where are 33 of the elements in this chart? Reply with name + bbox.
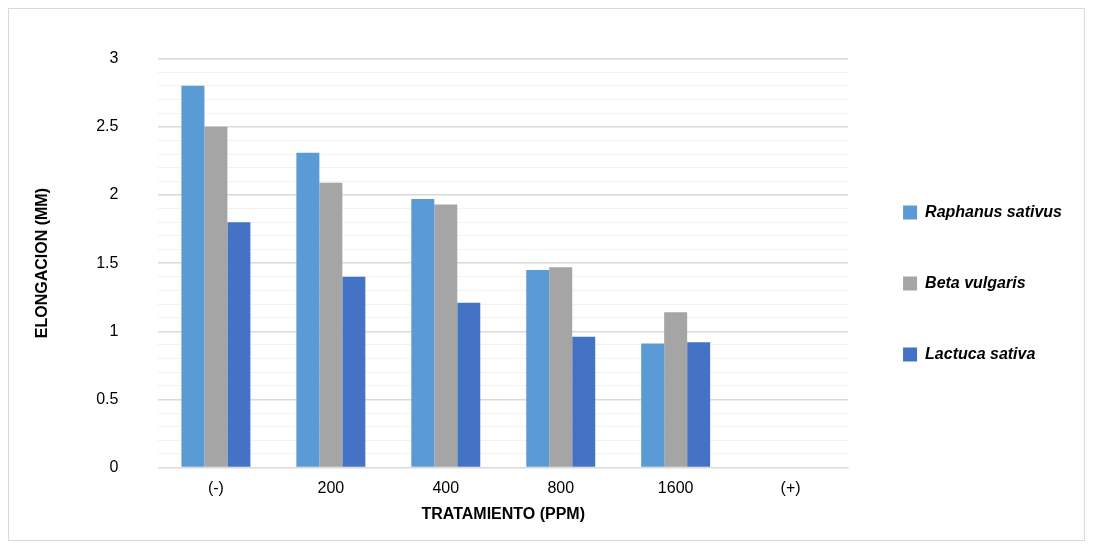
x-tick-label: (+) — [780, 478, 801, 496]
bar — [457, 302, 481, 467]
x-tick-label: (-) — [207, 478, 224, 496]
x-tick-label: 1600 — [657, 478, 694, 496]
bar — [687, 342, 711, 467]
y-tick-label: 0.5 — [96, 389, 119, 407]
bar — [434, 204, 458, 467]
bar — [319, 182, 343, 467]
x-tick-label: 400 — [432, 478, 460, 496]
legend-label: Beta vulgaris — [925, 273, 1026, 291]
x-tick-label: 800 — [547, 478, 575, 496]
legend-label: Lactuca sativa — [925, 344, 1036, 362]
y-tick-label: 1.5 — [96, 253, 119, 271]
y-tick-label: 0 — [109, 458, 119, 476]
y-tick-label: 3 — [109, 49, 119, 67]
bar — [664, 312, 688, 467]
bar — [411, 199, 435, 467]
bar — [641, 343, 665, 467]
bar — [526, 269, 550, 467]
y-tick-label: 2.5 — [96, 117, 119, 135]
y-tick-label: 1 — [109, 321, 119, 339]
bar — [342, 276, 366, 467]
bar — [296, 152, 320, 467]
bar — [204, 126, 228, 467]
bar — [181, 85, 205, 467]
y-tick-label: 2 — [109, 185, 119, 203]
x-axis-title: TRATAMIENTO (PPM) — [421, 504, 586, 522]
bar — [227, 222, 251, 467]
bar — [572, 336, 596, 467]
y-axis-title: ELONGACION (MM) — [33, 188, 51, 339]
x-tick-label: 200 — [317, 478, 345, 496]
bar — [549, 267, 573, 467]
legend-label: Raphanus sativus — [925, 202, 1063, 220]
